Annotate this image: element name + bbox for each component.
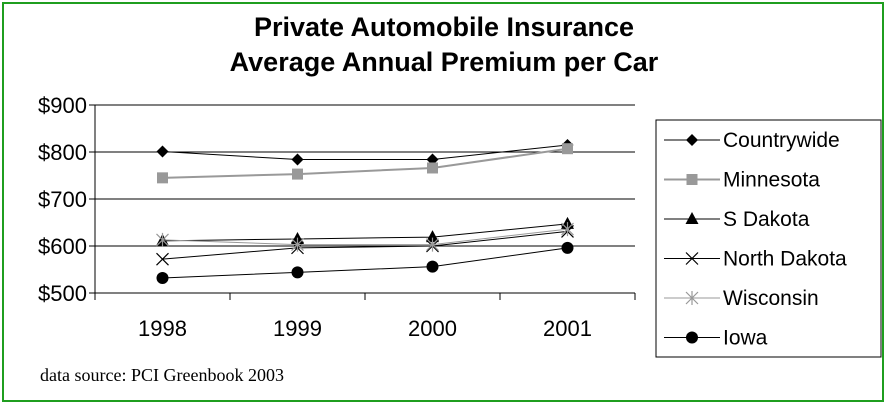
legend-label-countrywide: Countrywide <box>723 129 840 152</box>
data-point-minnesota <box>157 172 168 184</box>
legend-marker-wisconsin <box>685 291 699 305</box>
data-point-wisconsin <box>156 232 169 247</box>
data-source-note: data source: PCI Greenbook 2003 <box>40 365 284 385</box>
legend-label-iowa: Iowa <box>723 327 768 350</box>
series-line-wisconsin <box>162 228 568 246</box>
data-point-iowa <box>426 260 439 273</box>
series-line-s-dakota <box>162 223 568 242</box>
data-point-countrywide <box>291 153 304 166</box>
data-point-s-dakota <box>426 230 439 243</box>
x-tick-label: 1998 <box>138 316 187 341</box>
series-line-north-dakota <box>162 230 568 260</box>
y-tick-label: $600 <box>38 234 87 259</box>
legend-box <box>655 119 882 358</box>
y-tick-label: $700 <box>38 187 87 212</box>
legend-label-north-dakota: North Dakota <box>723 248 847 271</box>
x-tick-label: 1999 <box>273 316 322 341</box>
legend-marker-north-dakota <box>685 252 699 265</box>
data-point-minnesota <box>427 162 438 174</box>
legend-label-s-dakota: S Dakota <box>723 208 810 231</box>
legend-marker-iowa <box>686 331 698 344</box>
legend-label-wisconsin: Wisconsin <box>723 287 819 310</box>
y-tick-label: $900 <box>38 93 87 118</box>
series-line-minnesota <box>162 147 568 179</box>
chart-title-line1: Private Automobile Insurance <box>253 12 635 42</box>
chart-title: Private Automobile Insurance Average Ann… <box>0 10 888 80</box>
data-point-north-dakota <box>156 252 169 266</box>
data-point-wisconsin <box>291 237 304 252</box>
chart-title-line2: Average Annual Premium per Car <box>229 47 659 77</box>
x-tick-label: 2000 <box>408 316 457 341</box>
data-point-wisconsin <box>561 222 574 237</box>
legend-marker-countrywide <box>686 134 698 146</box>
series-line-countrywide <box>162 144 568 161</box>
series-line-iowa <box>162 247 568 279</box>
data-point-wisconsin <box>426 237 439 252</box>
legend-marker-s-dakota <box>685 212 699 224</box>
x-tick-label: 2001 <box>543 316 592 341</box>
y-tick-label: $800 <box>38 140 87 165</box>
legend-label-minnesota: Minnesota <box>723 169 820 192</box>
data-point-iowa <box>156 271 169 284</box>
legend-marker-minnesota <box>686 174 698 185</box>
data-point-iowa <box>561 241 574 254</box>
data-point-countrywide <box>156 145 169 158</box>
y-tick-label: $500 <box>38 281 87 306</box>
data-point-minnesota <box>292 168 303 180</box>
data-point-minnesota <box>562 143 573 155</box>
data-point-iowa <box>291 266 304 279</box>
